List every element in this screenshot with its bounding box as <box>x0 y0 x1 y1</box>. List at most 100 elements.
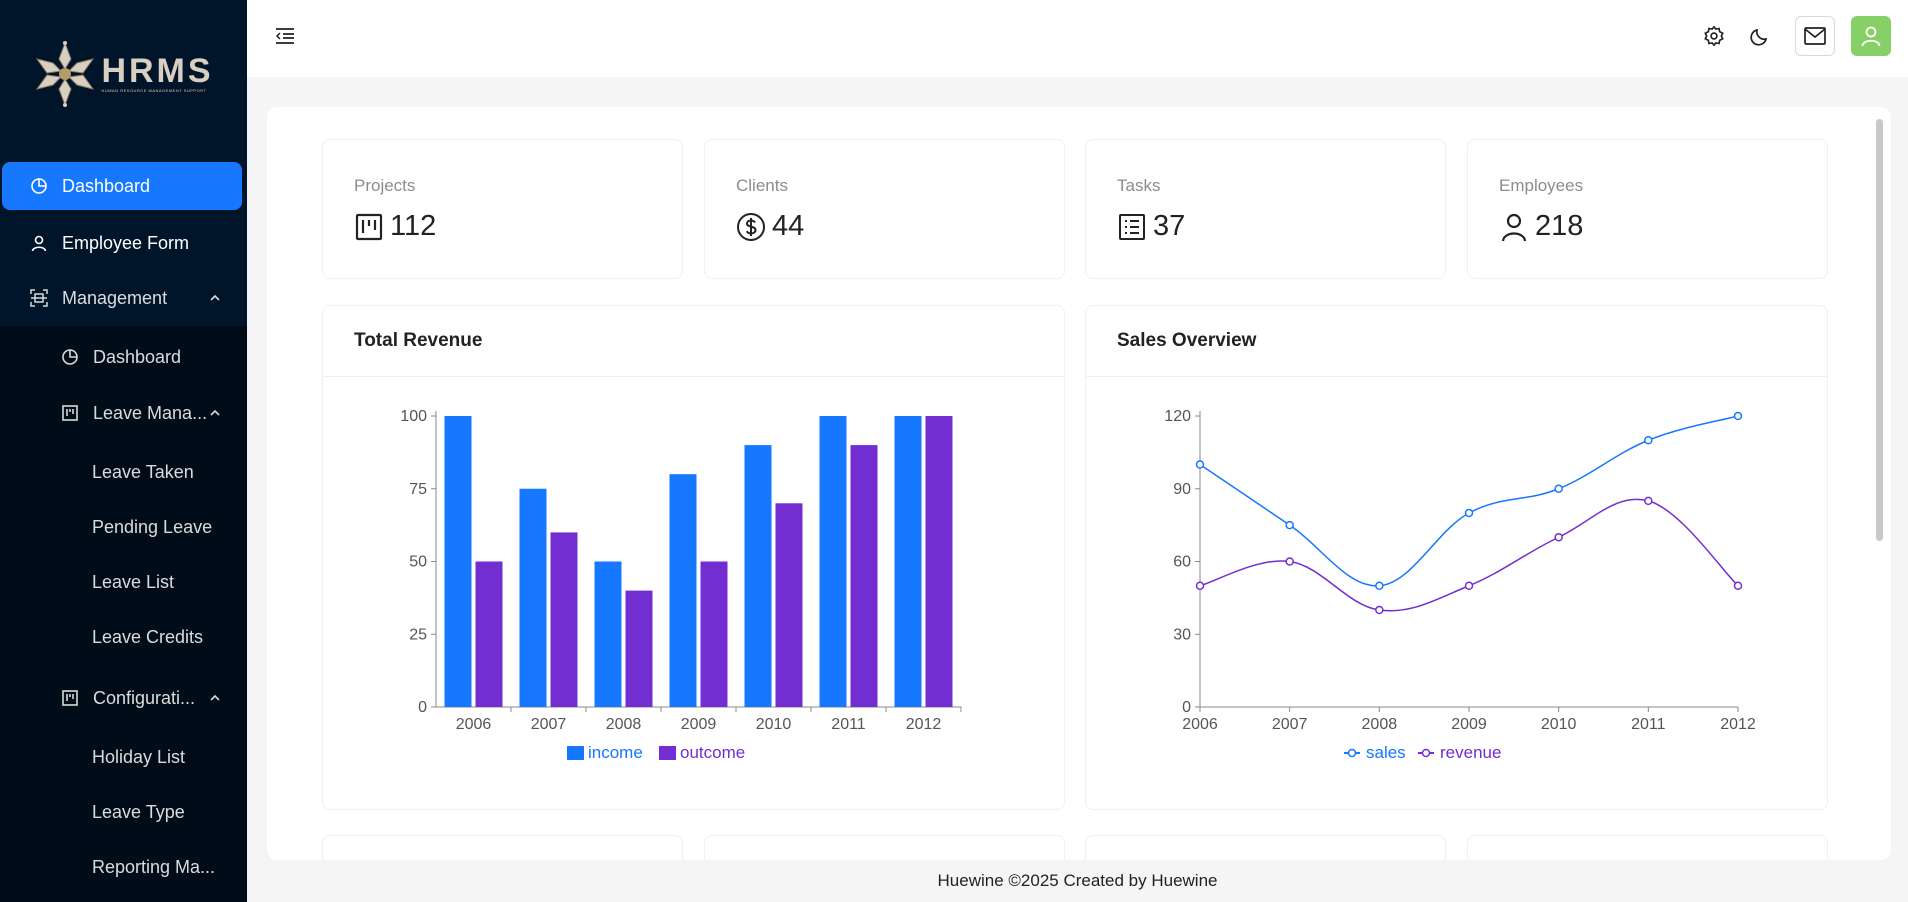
scan-icon <box>30 289 48 307</box>
sidebar-item-leave-type[interactable]: Leave Type <box>0 788 247 836</box>
y-tick-label: 100 <box>400 408 427 425</box>
user-icon <box>30 234 48 252</box>
pie-chart-icon <box>30 177 48 195</box>
bar-income <box>894 416 922 707</box>
y-tick-label: 25 <box>409 626 427 643</box>
avatar-button[interactable] <box>1851 16 1891 56</box>
project-icon <box>61 404 79 422</box>
chart-title: Total Revenue <box>323 306 1064 377</box>
x-tick-label: 2008 <box>1362 716 1398 733</box>
x-tick-label: 2007 <box>1272 716 1308 733</box>
sidebar-item-configuration[interactable]: Configurati... <box>0 674 247 722</box>
y-tick-label: 60 <box>1173 554 1191 571</box>
user-icon <box>1861 26 1881 47</box>
sidebar-item-leave-credits[interactable]: Leave Credits <box>0 613 247 661</box>
sidebar-item-pending-leave[interactable]: Pending Leave <box>0 503 247 551</box>
point-revenue <box>1554 533 1563 542</box>
mail-button[interactable] <box>1795 16 1835 56</box>
x-tick-label: 2007 <box>531 716 567 733</box>
point-revenue <box>1195 581 1205 590</box>
legend-label-sales: sales <box>1366 743 1406 762</box>
scrollbar[interactable] <box>1876 119 1883 541</box>
point-sales <box>1195 460 1205 469</box>
bar-income <box>444 416 472 707</box>
bottom-card <box>704 835 1065 860</box>
sidebar-item-holiday-list[interactable]: Holiday List <box>0 733 247 781</box>
point-sales <box>1644 436 1653 445</box>
logo[interactable]: HRMS HUMAN RESOURCE MANAGEMENT SUPPORT <box>0 0 247 148</box>
chart-legend: income outcome <box>567 743 745 762</box>
bar-income <box>669 474 697 707</box>
stat-card-projects: Projects 112 <box>322 139 683 279</box>
legend-marker-sales <box>1347 748 1357 758</box>
sales-overview-card: Sales Overview 0 30 60 90 120 2006 2007 2008 200… <box>1085 305 1828 810</box>
theme-toggle-button[interactable] <box>1748 24 1772 48</box>
stat-value: 112 <box>390 210 437 242</box>
bottom-card <box>1085 835 1446 860</box>
sidebar-item-leave-management[interactable]: Leave Mana... <box>0 389 247 437</box>
sidebar-item-label: Reporting Ma... <box>92 856 216 877</box>
mail-icon <box>1804 27 1826 45</box>
bottom-card <box>322 835 683 860</box>
sidebar-item-label: Dashboard <box>93 346 182 367</box>
bar-income <box>594 561 622 707</box>
x-tick-label: 2012 <box>906 716 942 733</box>
x-tick-label: 2006 <box>1182 716 1218 733</box>
dollar-icon <box>736 212 766 242</box>
legend-swatch-income <box>567 746 584 760</box>
project-icon <box>354 212 384 242</box>
chevron-up-icon <box>210 694 220 701</box>
pie-chart-icon <box>61 348 79 366</box>
footer-text: Huewine ©2025 Created by Huewine <box>937 871 1218 890</box>
sidebar-item-leave-list[interactable]: Leave List <box>0 558 247 606</box>
menu-fold-button[interactable] <box>273 24 297 48</box>
sidebar-item-dashboard[interactable]: Dashboard <box>2 162 242 210</box>
x-tick-label: 2009 <box>681 716 717 733</box>
sidebar-item-label: Management <box>62 287 168 308</box>
sales-overview-chart: 0 30 60 90 120 2006 2007 2008 2009 2010 2011 2012 sa… <box>1164 408 1756 762</box>
legend-marker-revenue <box>1421 748 1431 758</box>
gear-icon <box>1704 25 1724 47</box>
legend-label-revenue: revenue <box>1440 743 1501 762</box>
x-tick-label: 2010 <box>756 716 792 733</box>
sidebar-item-label: Leave Credits <box>92 626 204 647</box>
stat-value: 44 <box>772 210 805 242</box>
legend-label-outcome: outcome <box>680 743 745 762</box>
menu-fold-icon <box>275 28 294 44</box>
sidebar-item-employee-form[interactable]: Employee Form <box>0 219 247 267</box>
stat-title: Employees <box>1499 176 1584 195</box>
sidebar-item-label: Employee Form <box>62 232 190 253</box>
settings-button[interactable] <box>1702 24 1726 48</box>
bar-outcome <box>925 416 953 707</box>
total-revenue-chart: 0 25 50 75 100 2006 2007 2008 2009 2010 2011 2012 in… <box>400 408 962 762</box>
sidebar-item-leave-taken[interactable]: Leave Taken <box>0 448 247 496</box>
chevron-up-icon <box>210 409 220 416</box>
y-tick-label: 75 <box>409 481 427 498</box>
bar-outcome <box>700 561 728 707</box>
sidebar-item-management-dashboard[interactable]: Dashboard <box>0 333 247 381</box>
point-sales <box>1285 520 1294 530</box>
sidebar-item-reporting-manager[interactable]: Reporting Ma... <box>0 843 247 891</box>
point-revenue <box>1285 557 1294 566</box>
sidebar-item-label: Leave Type <box>92 801 185 822</box>
sidebar-item-label: Pending Leave <box>92 516 213 537</box>
stat-value: 37 <box>1153 210 1186 242</box>
logo-mark: HRMS HUMAN RESOURCE MANAGEMENT SUPPORT <box>33 39 213 109</box>
stat-card-clients: Clients 44 <box>704 139 1065 279</box>
chart-title: Sales Overview <box>1086 306 1827 377</box>
footer: Huewine ©2025 Created by Huewine <box>247 860 1908 902</box>
stat-title: Tasks <box>1117 176 1161 195</box>
point-sales <box>1375 581 1384 590</box>
sidebar-item-management[interactable]: Management <box>0 274 247 322</box>
bottom-card <box>1467 835 1828 860</box>
logo-subtitle: HUMAN RESOURCE MANAGEMENT SUPPORT <box>101 88 207 93</box>
point-revenue <box>1733 581 1743 590</box>
bar-income <box>519 488 547 707</box>
legend-swatch-outcome <box>659 746 676 760</box>
bar-outcome <box>550 532 578 707</box>
logo-emblem-icon <box>36 41 95 107</box>
list-icon <box>1117 212 1147 242</box>
stat-card-employees: Employees 218 <box>1467 139 1828 279</box>
chart-legend: sales revenue <box>1344 743 1501 762</box>
y-tick-label: 30 <box>1173 626 1191 643</box>
